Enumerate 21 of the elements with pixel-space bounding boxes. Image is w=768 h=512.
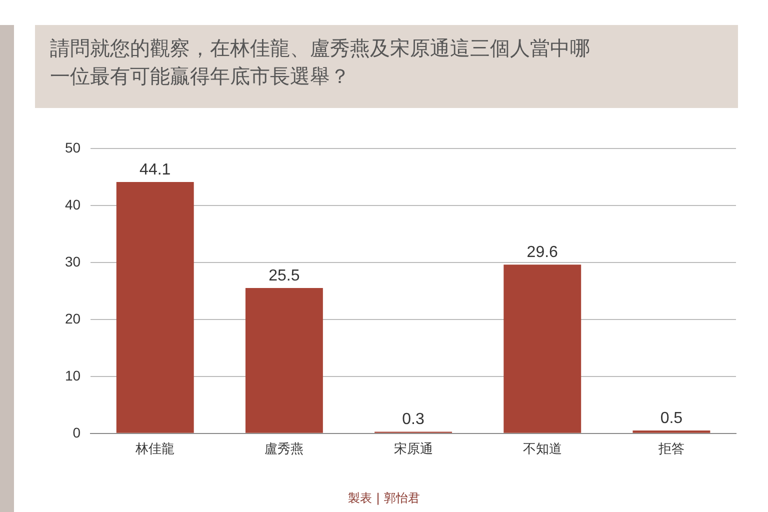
y-tick-label: 10 — [64, 367, 81, 384]
y-tick-label: 50 — [64, 139, 81, 156]
bar — [245, 288, 323, 433]
y-tick-label: 30 — [64, 253, 81, 270]
data-label: 44.1 — [140, 161, 171, 178]
data-label: 29.6 — [526, 244, 558, 262]
bar — [504, 264, 582, 433]
x-tick-label: 宋原通 — [394, 440, 433, 456]
chart-title: 請問就您的觀察，在林佳龍、盧秀燕及宋原通這三個人當中哪一位最有可能贏得年底市長選舉？ — [49, 35, 591, 90]
y-tick-label: 0 — [72, 424, 81, 440]
data-label: 0.5 — [660, 410, 683, 427]
y-tick-label: 20 — [64, 310, 81, 326]
bar — [116, 182, 194, 433]
x-tick-label: 不知道 — [522, 440, 562, 456]
text: 製表 | 郭怡君 — [347, 490, 421, 507]
data-label: 25.5 — [268, 267, 300, 284]
x-tick-label: 拒答 — [657, 440, 684, 456]
x-tick-label: 林佳龍 — [134, 440, 175, 456]
y-tick-label: 40 — [64, 196, 81, 212]
x-tick-label: 盧秀燕 — [264, 440, 304, 456]
data-label: 0.3 — [402, 411, 425, 428]
